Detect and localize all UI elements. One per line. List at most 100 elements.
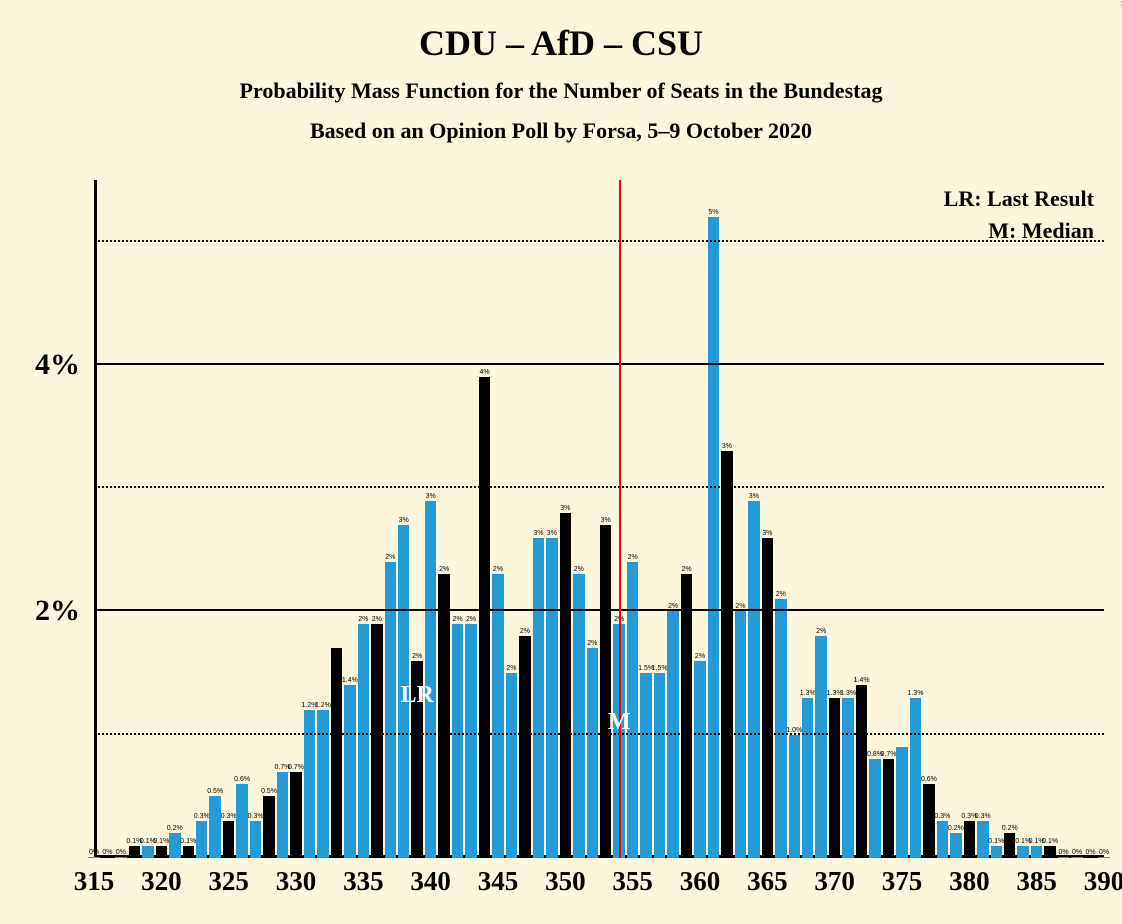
bar-value-label: 3%	[762, 530, 772, 537]
bar: 3%	[600, 525, 611, 858]
bar-value-label: 0.1%	[153, 838, 169, 845]
bar-value-label: 2%	[358, 616, 368, 623]
bar: 0.1%	[183, 846, 194, 858]
bar-value-label: 0%	[1059, 849, 1069, 856]
bar: 2%	[492, 574, 503, 858]
bar: 1.3%	[829, 698, 840, 858]
bar: 0.7%	[277, 772, 288, 858]
bar: 0.7%	[883, 759, 894, 858]
bar: 2%	[681, 574, 692, 858]
x-tick-label: 385	[1016, 866, 1057, 897]
bar-value-label: 3%	[722, 443, 732, 450]
plot-area: 0%0%0%0.1%0.1%0.1%0.2%0.1%0.3%0.5%0.3%0.…	[94, 180, 1104, 858]
bar-value-label: 0.5%	[207, 788, 223, 795]
bar-value-label: 0.1%	[1042, 838, 1058, 845]
bar-value-label: 0.7%	[288, 764, 304, 771]
bar: 5%	[708, 217, 719, 858]
bar: 2%	[775, 599, 786, 858]
gridline-major	[94, 363, 1104, 365]
bar	[331, 648, 342, 858]
bar: 0.1%	[1017, 846, 1028, 858]
bar: 0.5%	[209, 796, 220, 858]
bar-value-label: 3%	[426, 493, 436, 500]
bar: 0.1%	[1031, 846, 1042, 858]
bar-value-label: 3%	[560, 505, 570, 512]
chart-title: CDU – AfD – CSU	[0, 22, 1122, 64]
bar-value-label: 0.3%	[194, 813, 210, 820]
bar: 3%	[560, 513, 571, 858]
bar: 0.1%	[129, 846, 140, 858]
bar-value-label: 2%	[439, 566, 449, 573]
bar-value-label: 0.6%	[921, 776, 937, 783]
bar: 0.6%	[923, 784, 934, 858]
gridline-minor	[94, 733, 1104, 735]
x-tick-label: 340	[410, 866, 451, 897]
x-tick-label: 350	[545, 866, 586, 897]
bar: 2%	[438, 574, 449, 858]
bar: 0%	[102, 857, 113, 858]
bar: 2%	[371, 624, 382, 858]
bar: 1.0%	[789, 735, 800, 858]
bar: 1.5%	[654, 673, 665, 858]
bar-value-label: 2%	[412, 653, 422, 660]
bar-value-label: 0%	[1085, 849, 1095, 856]
bar-value-label: 0.5%	[261, 788, 277, 795]
bar: 2%	[815, 636, 826, 858]
bar: 2%	[667, 611, 678, 858]
bar-value-label: 3%	[749, 493, 759, 500]
legend-lr: LR: Last Result	[944, 186, 1094, 212]
bar: 2%	[452, 624, 463, 858]
chart-subtitle-2: Based on an Opinion Poll by Forsa, 5–9 O…	[0, 118, 1122, 144]
bar-value-label: 0.1%	[180, 838, 196, 845]
x-tick-label: 315	[74, 866, 115, 897]
marker-m: M	[608, 709, 631, 736]
bar: 3%	[533, 538, 544, 859]
bar: 0.7%	[290, 772, 301, 858]
bar: 2%	[385, 562, 396, 858]
bar: 0.6%	[236, 784, 247, 858]
bar: 0%	[1058, 857, 1069, 858]
bar: 0.3%	[250, 821, 261, 858]
bar: 0.1%	[1044, 846, 1055, 858]
bar: 2%	[573, 574, 584, 858]
bar-value-label: 2%	[681, 566, 691, 573]
bar: 2%	[519, 636, 530, 858]
bar-value-label: 0.3%	[975, 813, 991, 820]
bar-value-label: 0.3%	[248, 813, 264, 820]
y-tick-label: 2%	[35, 594, 80, 628]
bar-value-label: 0.6%	[234, 776, 250, 783]
bar-value-label: 1.4%	[342, 677, 358, 684]
bar: 0%	[1085, 857, 1096, 858]
bar: 1.4%	[856, 685, 867, 858]
bar-value-label: 1.3%	[840, 690, 856, 697]
bar: 0.1%	[156, 846, 167, 858]
bar: 0.3%	[196, 821, 207, 858]
bar-value-label: 2%	[506, 665, 516, 672]
bar: 3%	[748, 501, 759, 858]
x-tick-label: 335	[343, 866, 384, 897]
bar: 0.1%	[142, 846, 153, 858]
bar-value-label: 3%	[399, 517, 409, 524]
bar-value-label: 0.3%	[934, 813, 950, 820]
bar-value-label: 2%	[816, 628, 826, 635]
legend-m: M: Median	[944, 218, 1094, 244]
x-tick-label: 345	[478, 866, 519, 897]
bar: 0.3%	[937, 821, 948, 858]
bar-value-label: 2%	[776, 591, 786, 598]
bar: 0.3%	[977, 821, 988, 858]
bar: 2%	[694, 661, 705, 858]
bar: 3%	[425, 501, 436, 858]
bar-value-label: 0.2%	[1002, 825, 1018, 832]
bar-value-label: 2%	[628, 554, 638, 561]
bar-value-label: 0%	[89, 849, 99, 856]
bar-value-label: 5%	[708, 209, 718, 216]
bar: 0.2%	[1004, 833, 1015, 858]
bar-value-label: 1.4%	[854, 677, 870, 684]
bar-value-label: 4%	[479, 369, 489, 376]
bar-value-label: 0.2%	[167, 825, 183, 832]
x-tick-label: 360	[680, 866, 721, 897]
x-tick-label: 390	[1084, 866, 1122, 897]
bar-value-label: 2%	[372, 616, 382, 623]
bar-value-label: 1.3%	[907, 690, 923, 697]
bar-value-label: 0.1%	[988, 838, 1004, 845]
